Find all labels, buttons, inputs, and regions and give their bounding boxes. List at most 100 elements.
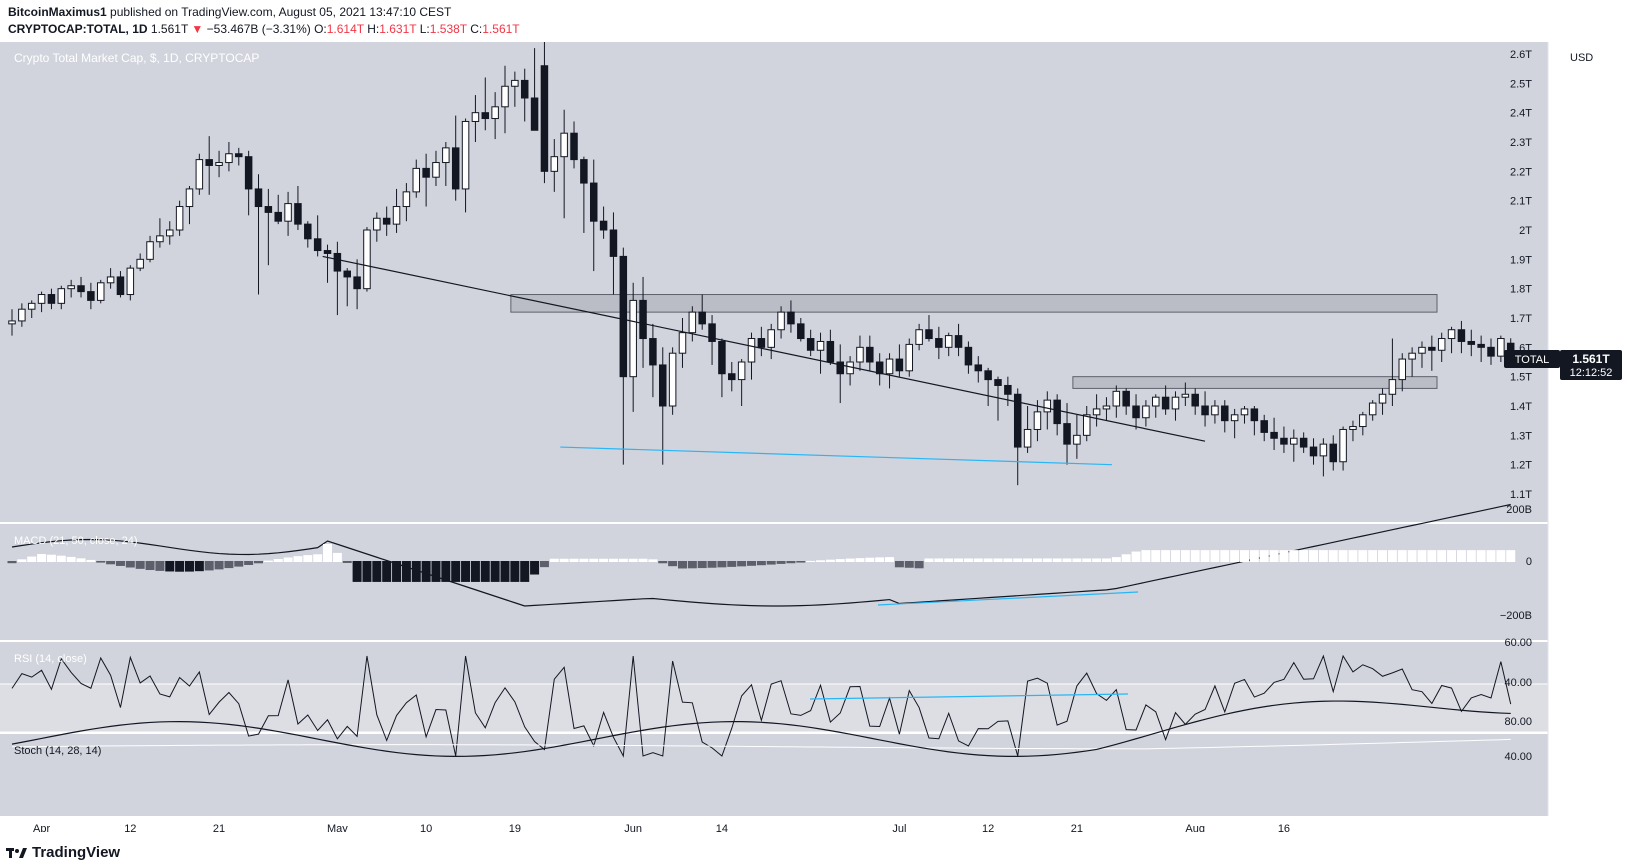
candle[interactable] (1171, 391, 1180, 421)
candle[interactable] (599, 206, 608, 239)
candle[interactable] (284, 191, 292, 236)
candle[interactable] (895, 344, 904, 377)
candle[interactable] (402, 183, 411, 222)
candle[interactable] (1152, 394, 1160, 418)
candle[interactable] (195, 153, 204, 195)
candle[interactable] (530, 48, 539, 131)
candle[interactable] (688, 306, 697, 342)
candle[interactable] (866, 335, 874, 371)
candle[interactable] (511, 71, 519, 107)
candle[interactable] (1132, 394, 1140, 430)
candle[interactable] (954, 323, 963, 357)
candle[interactable] (1240, 406, 1249, 424)
candle[interactable] (1329, 435, 1337, 471)
candle[interactable] (57, 285, 66, 310)
candle[interactable] (1299, 432, 1308, 453)
candle[interactable] (1013, 388, 1022, 486)
candle[interactable] (392, 188, 401, 233)
candle[interactable] (1349, 420, 1357, 442)
candle[interactable] (767, 323, 775, 360)
candle[interactable] (1339, 426, 1347, 471)
candle[interactable] (382, 206, 391, 236)
candle[interactable] (146, 235, 154, 263)
candle[interactable] (156, 218, 164, 248)
candle[interactable] (728, 362, 736, 392)
candle[interactable] (294, 186, 302, 230)
author-name[interactable]: BitcoinMaximus1 (8, 5, 107, 19)
candle[interactable] (1191, 388, 1199, 415)
candle[interactable] (1418, 341, 1426, 368)
macd-pane[interactable] (0, 524, 1548, 640)
candle[interactable] (1211, 400, 1219, 424)
candle[interactable] (1112, 385, 1121, 418)
candle[interactable] (836, 344, 844, 404)
candle[interactable] (619, 247, 628, 465)
candle[interactable] (106, 268, 115, 289)
candle[interactable] (777, 306, 785, 339)
candle[interactable] (816, 332, 825, 374)
candle[interactable] (1004, 376, 1012, 406)
candle[interactable] (787, 300, 795, 333)
candle[interactable] (1388, 338, 1397, 406)
candle[interactable] (609, 212, 618, 295)
candle[interactable] (984, 367, 992, 406)
candle[interactable] (747, 332, 756, 380)
candle[interactable] (1033, 400, 1042, 442)
chart-canvas[interactable]: 2.6T 2.5T 2.4T 2.3T 2.2T 2.1T 2T 1.9T 1.8T 1.7T 1.… (0, 42, 1627, 832)
candle[interactable] (1359, 411, 1367, 436)
candle[interactable] (639, 276, 647, 368)
candle[interactable] (1398, 353, 1407, 392)
footer-brand[interactable]: TradingView (6, 844, 120, 861)
candle[interactable] (353, 259, 361, 310)
candle[interactable] (47, 288, 56, 310)
candle[interactable] (215, 150, 223, 178)
candle[interactable] (205, 136, 213, 195)
candle[interactable] (27, 300, 36, 318)
candle[interactable] (806, 329, 815, 357)
candle[interactable] (451, 115, 460, 201)
candle[interactable] (1082, 406, 1091, 442)
candle[interactable] (1221, 400, 1229, 433)
candle[interactable] (659, 347, 667, 465)
candle[interactable] (166, 221, 174, 245)
candle[interactable] (461, 118, 470, 213)
candle[interactable] (225, 142, 233, 172)
candle[interactable] (875, 353, 884, 386)
candle[interactable] (422, 153, 430, 207)
candle[interactable] (1457, 320, 1466, 354)
candle[interactable] (363, 227, 371, 292)
candle[interactable] (87, 282, 95, 310)
candle[interactable] (580, 156, 588, 233)
candle[interactable] (994, 376, 1002, 421)
candle[interactable] (1477, 335, 1485, 362)
candle[interactable] (1063, 403, 1071, 465)
candle[interactable] (737, 359, 746, 406)
candle[interactable] (1043, 391, 1052, 430)
candle[interactable] (471, 95, 480, 142)
candle[interactable] (905, 338, 914, 377)
candle[interactable] (1023, 406, 1032, 453)
candle[interactable] (235, 147, 243, 166)
candle[interactable] (1428, 335, 1436, 371)
candle[interactable] (77, 276, 85, 298)
candle[interactable] (649, 323, 657, 398)
candle[interactable] (560, 109, 568, 219)
candle[interactable] (678, 318, 687, 368)
candle[interactable] (1181, 382, 1190, 406)
candle[interactable] (1092, 394, 1101, 427)
candle[interactable] (718, 338, 726, 398)
candle[interactable] (1408, 347, 1416, 377)
candle[interactable] (668, 347, 677, 415)
candle[interactable] (698, 294, 706, 330)
candle[interactable] (589, 159, 598, 272)
candle[interactable] (925, 315, 933, 342)
support-divergence-line[interactable] (560, 446, 1113, 466)
candle[interactable] (304, 221, 312, 248)
candle[interactable] (254, 174, 263, 295)
candle[interactable] (964, 341, 973, 374)
candle[interactable] (37, 291, 46, 313)
candle[interactable] (244, 150, 253, 216)
candle[interactable] (826, 329, 835, 365)
candle[interactable] (944, 332, 953, 357)
candle[interactable] (1201, 391, 1209, 427)
